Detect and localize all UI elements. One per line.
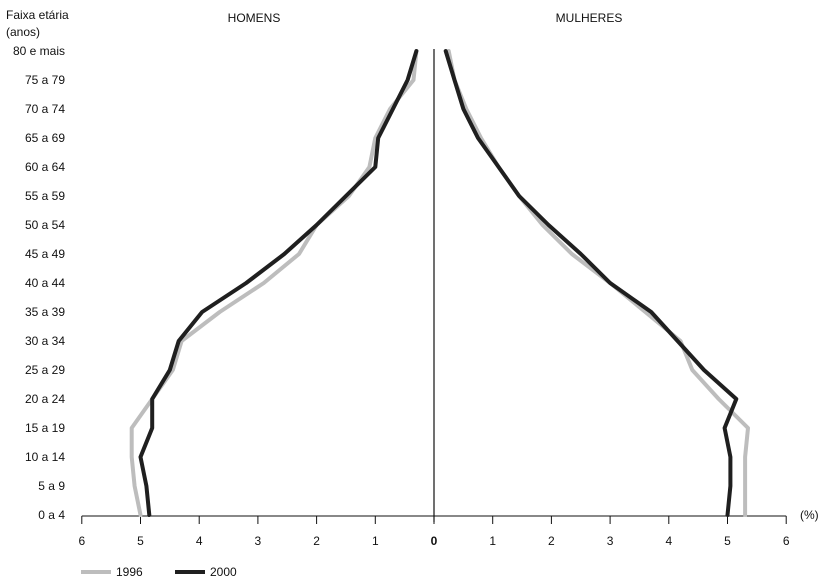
x-tick-label: 4 [196, 534, 203, 548]
series-1996-homens-line [129, 49, 419, 517]
series-2000-mulheres-line [443, 49, 739, 517]
y-tick-label: 60 a 64 [25, 160, 65, 174]
y-tick-label: 80 e mais [13, 44, 65, 58]
y-axis-title-line-1: Faixa etária [6, 8, 69, 22]
y-tick-label: 50 a 54 [25, 218, 65, 232]
left-header-homens: HOMENS [228, 11, 281, 25]
x-tick-label: 2 [313, 534, 320, 548]
x-tick-label: 4 [665, 534, 672, 548]
y-tick-label: 40 a 44 [25, 276, 65, 290]
x-tick-label: 5 [724, 534, 731, 548]
x-tick-label: 3 [607, 534, 614, 548]
y-tick-label: 0 a 4 [38, 508, 65, 522]
right-header-mulheres: MULHERES [556, 11, 623, 25]
x-tick-label: 0 [431, 534, 438, 548]
x-tick-label: 5 [137, 534, 144, 548]
x-tick-label: 2 [548, 534, 555, 548]
x-tick-label: 3 [255, 534, 262, 548]
y-tick-label: 70 a 74 [25, 102, 65, 116]
series-layer [129, 49, 750, 517]
y-tick-label: 55 a 59 [25, 189, 65, 203]
legend-label-1996: 1996 [116, 565, 143, 579]
y-tick-label: 25 a 29 [25, 363, 65, 377]
y-tick-label: 10 a 14 [25, 450, 65, 464]
y-tick-label: 30 a 34 [25, 334, 65, 348]
x-axis: 6 5 4 3 2 1 0 1 2 3 4 5 6 (%) [78, 49, 819, 548]
y-tick-label: 75 a 79 [25, 73, 65, 87]
y-tick-label: 20 a 24 [25, 392, 65, 406]
y-axis-title-line-2: (anos) [6, 25, 40, 39]
y-tick-label: 45 a 49 [25, 247, 65, 261]
x-unit-label: (%) [800, 508, 819, 522]
x-tick-label: 1 [489, 534, 496, 548]
series-1996-mulheres-line [446, 49, 750, 517]
legend: 1996 2000 [81, 565, 237, 579]
y-tick-label: 65 a 69 [25, 131, 65, 145]
y-tick-label: 35 a 39 [25, 305, 65, 319]
y-tick-label: 5 a 9 [38, 479, 65, 493]
y-axis-labels: 0 a 4 5 a 9 10 a 14 15 a 19 20 a 24 25 a 29 30… [13, 44, 65, 522]
x-tick-label: 6 [783, 534, 790, 548]
x-tick-label: 1 [372, 534, 379, 548]
legend-label-2000: 2000 [210, 565, 237, 579]
series-2000-homens-line [138, 49, 419, 517]
y-tick-label: 15 a 19 [25, 421, 65, 435]
x-tick-label: 6 [78, 534, 85, 548]
